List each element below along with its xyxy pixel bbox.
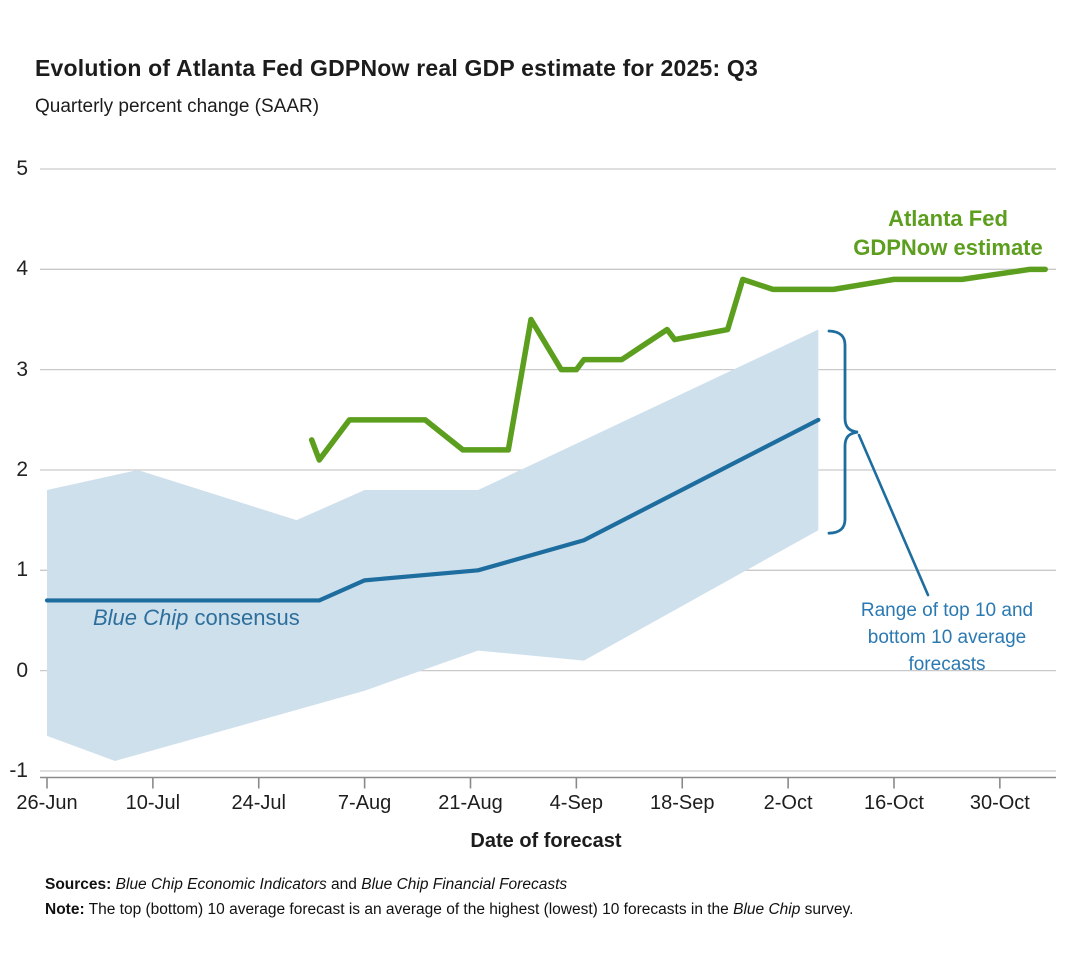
chart-subtitle: Quarterly percent change (SAAR): [35, 96, 320, 117]
consensus-series-label-italic: Blue Chip: [93, 605, 189, 630]
note-publication: Blue Chip: [733, 901, 801, 918]
y-tick-label: 2: [16, 457, 28, 481]
x-tick-label: 24-Jul: [231, 792, 286, 814]
consensus-series-label: Blue Chip consensus: [93, 605, 300, 631]
note-text-1: The top (bottom) 10 average forecast is …: [88, 901, 729, 918]
x-tick-label: 4-Sep: [549, 792, 604, 814]
range-annotation: Range of top 10 and bottom 10 average fo…: [840, 597, 1054, 678]
note-text-2: survey.: [804, 901, 854, 918]
y-tick-label: 1: [16, 558, 28, 582]
x-tick-label: 2-Oct: [763, 792, 813, 814]
x-tick-label: 10-Jul: [125, 792, 181, 814]
consensus-series-label-rest: consensus: [194, 605, 300, 630]
range-annotation-line2: bottom 10 average: [867, 627, 1027, 648]
y-tick-label: 3: [16, 357, 28, 381]
consensus-line: [44, 417, 821, 603]
x-tick-label: 21-Aug: [438, 792, 503, 814]
y-tick-label: 0: [16, 658, 28, 682]
gdpnow-line: [308, 266, 1048, 463]
y-tick-label: -1: [9, 758, 28, 782]
range-bracket: [827, 329, 859, 535]
sources-publication-1: Blue Chip Economic Indicators: [115, 876, 327, 893]
x-axis-title: Date of forecast: [470, 830, 622, 852]
forecast-range-band: [47, 329, 819, 761]
range-annotation-line1: Range of top 10 and: [860, 600, 1034, 621]
range-annotation-line3: forecasts: [908, 654, 986, 675]
x-tick-label: 16-Oct: [863, 792, 924, 814]
chart-title: Evolution of Atlanta Fed GDPNow real GDP…: [35, 55, 758, 81]
x-tick-label: 26-Jun: [16, 792, 78, 814]
y-tick-label: 4: [16, 257, 28, 281]
note-line: Note: The top (bottom) 10 average foreca…: [45, 901, 853, 919]
y-tick-label: 5: [16, 157, 28, 180]
x-tick-label: 30-Oct: [969, 792, 1030, 814]
x-tick-label: 18-Sep: [649, 792, 715, 814]
sources-publication-2: Blue Chip Financial Forecasts: [361, 876, 568, 893]
gdpnow-series-label-line2: GDPNow estimate: [853, 235, 1043, 260]
sources-label: Sources:: [45, 876, 112, 893]
gdpnow-series-label: Atlanta Fed GDPNow estimate: [845, 204, 1051, 262]
range-callout-line: [857, 433, 930, 597]
gdpnow-series-label-line1: Atlanta Fed: [888, 206, 1008, 231]
sources-line: Sources: Blue Chip Economic Indicators a…: [45, 876, 567, 894]
x-tick-label: 7-Aug: [337, 792, 392, 814]
sources-joiner: and: [331, 876, 357, 893]
note-label: Note:: [45, 901, 85, 918]
